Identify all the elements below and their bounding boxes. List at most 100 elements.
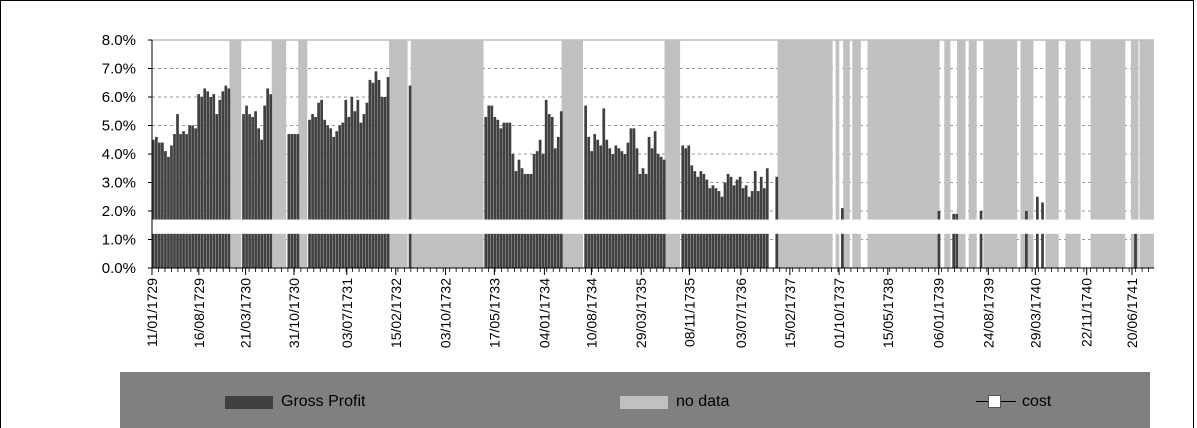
legend: Gross Profit no data cost xyxy=(120,372,1150,428)
gross-profit-bar xyxy=(215,114,219,268)
gross-profit-bar xyxy=(840,208,844,268)
gross-profit-bar xyxy=(584,105,588,268)
gross-profit-bar xyxy=(155,136,158,268)
x-tick-label: 08/11/1735 xyxy=(682,278,698,347)
gross-profit-bar xyxy=(380,97,384,268)
gross-profit-bar xyxy=(550,116,554,268)
gross-profit-bar xyxy=(179,134,182,268)
x-tick-label: 06/01/1739 xyxy=(931,278,947,348)
legend-item-no-data: no data xyxy=(620,393,729,410)
gross-profit-bar xyxy=(197,94,201,269)
gross-profit-bar xyxy=(687,145,691,268)
y-tick-label: 0.0% xyxy=(102,260,136,277)
gross-profit-bar xyxy=(224,85,228,268)
gross-profit-bar xyxy=(496,119,500,268)
gross-profit-bar xyxy=(499,128,503,268)
y-tick-label: 1.0% xyxy=(102,232,136,249)
gross-profit-bar xyxy=(681,145,685,268)
y-tick-label: 7.0% xyxy=(102,61,136,78)
no-data-band xyxy=(843,40,850,268)
legend-swatch-no-data xyxy=(620,395,668,409)
gross-profit-bar xyxy=(377,79,381,269)
gross-profit-bar xyxy=(632,128,636,268)
legend-swatch-cost xyxy=(976,394,1016,410)
gross-profit-bar xyxy=(329,128,333,268)
no-data-band xyxy=(957,40,966,268)
gross-profit-bar xyxy=(227,88,231,268)
gross-profit-bar xyxy=(326,125,330,268)
gross-profit-bar xyxy=(623,154,627,268)
x-tick-label: 01/10/1737 xyxy=(831,278,847,348)
gross-profit-bar xyxy=(365,102,369,268)
gross-profit-bar xyxy=(362,114,366,268)
gross-profit-bar xyxy=(532,154,536,268)
gross-profit-bar xyxy=(182,131,185,268)
gross-profit-bar xyxy=(556,136,560,268)
gross-profit-bar xyxy=(502,122,506,269)
axis-break xyxy=(152,219,1156,234)
legend-item-gross-profit: Gross Profit xyxy=(225,393,366,410)
gross-profit-bar xyxy=(152,139,155,268)
x-tick-label: 03/07/1731 xyxy=(339,278,355,348)
x-tick-label: 03/07/1736 xyxy=(733,278,749,348)
x-tick-label: 11/01/1729 xyxy=(144,278,160,347)
x-tick-label: 10/08/1734 xyxy=(583,278,599,348)
gross-profit-bar xyxy=(535,151,539,268)
gross-profit-bar xyxy=(248,114,251,268)
gross-profit-bar xyxy=(508,122,512,269)
gross-profit-bar xyxy=(314,116,317,268)
gross-profit-bar xyxy=(587,136,591,268)
gross-profit-bar xyxy=(212,94,216,269)
legend-swatch-gross-profit xyxy=(225,395,273,409)
no-data-band xyxy=(944,40,951,268)
x-tick-label: 24/08/1739 xyxy=(980,278,996,348)
gross-profit-bar xyxy=(347,116,351,268)
gross-profit-bar xyxy=(684,148,688,268)
no-data-band xyxy=(298,40,308,268)
gross-profit-bar xyxy=(383,97,387,268)
gross-profit-bar xyxy=(251,116,254,268)
x-tick-label: 21/03/1730 xyxy=(238,278,254,348)
gross-profit-bar xyxy=(1025,211,1028,268)
gross-profit-bar xyxy=(505,122,509,269)
gross-profit-bar xyxy=(338,125,342,268)
x-tick-label: 20/06/1741 xyxy=(1124,278,1140,348)
no-data-band xyxy=(561,40,584,268)
gross-profit-bar xyxy=(617,148,621,268)
gross-profit-bar xyxy=(511,154,515,268)
legend-label-gross-profit: Gross Profit xyxy=(281,393,366,410)
gross-profit-bar xyxy=(296,134,300,268)
gross-profit-bar xyxy=(641,168,645,268)
x-tick-label: 31/10/1730 xyxy=(286,278,302,348)
x-tick-label: 15/05/1738 xyxy=(880,278,896,348)
gross-profit-bar xyxy=(484,116,488,268)
gross-profit-bar xyxy=(596,139,600,268)
gross-profit-bar xyxy=(293,134,297,268)
gross-profit-bar xyxy=(955,213,959,268)
gross-profit-bar xyxy=(629,128,633,268)
gross-profit-bar xyxy=(408,85,412,268)
gross-profit-bar xyxy=(626,142,630,268)
gross-profit-bar xyxy=(647,136,651,268)
gross-profit-bar xyxy=(335,131,339,268)
x-tick-label: 29/03/1735 xyxy=(633,278,649,348)
gross-profit-bar xyxy=(158,142,161,268)
gross-profit-bar xyxy=(659,156,663,268)
gross-profit-bar xyxy=(269,94,273,269)
gross-profit-bar xyxy=(176,114,179,268)
gross-profit-bar xyxy=(937,211,941,268)
x-tick-label: 04/01/1734 xyxy=(536,278,552,348)
x-tick-label: 22/11/1740 xyxy=(1079,278,1095,347)
gross-profit-bar xyxy=(952,213,956,268)
no-data-band xyxy=(664,40,681,268)
no-data-band xyxy=(229,40,242,268)
gross-profit-bar xyxy=(221,91,225,268)
gross-profit-bar xyxy=(242,114,245,268)
gross-profit-bar xyxy=(287,134,291,268)
no-data-band xyxy=(1045,40,1059,268)
gross-profit-bar xyxy=(200,97,204,268)
gross-profit-bar xyxy=(979,211,983,268)
gross-profit-bar xyxy=(191,125,194,268)
no-data-band xyxy=(852,40,861,268)
gross-profit-bar xyxy=(1134,233,1137,268)
